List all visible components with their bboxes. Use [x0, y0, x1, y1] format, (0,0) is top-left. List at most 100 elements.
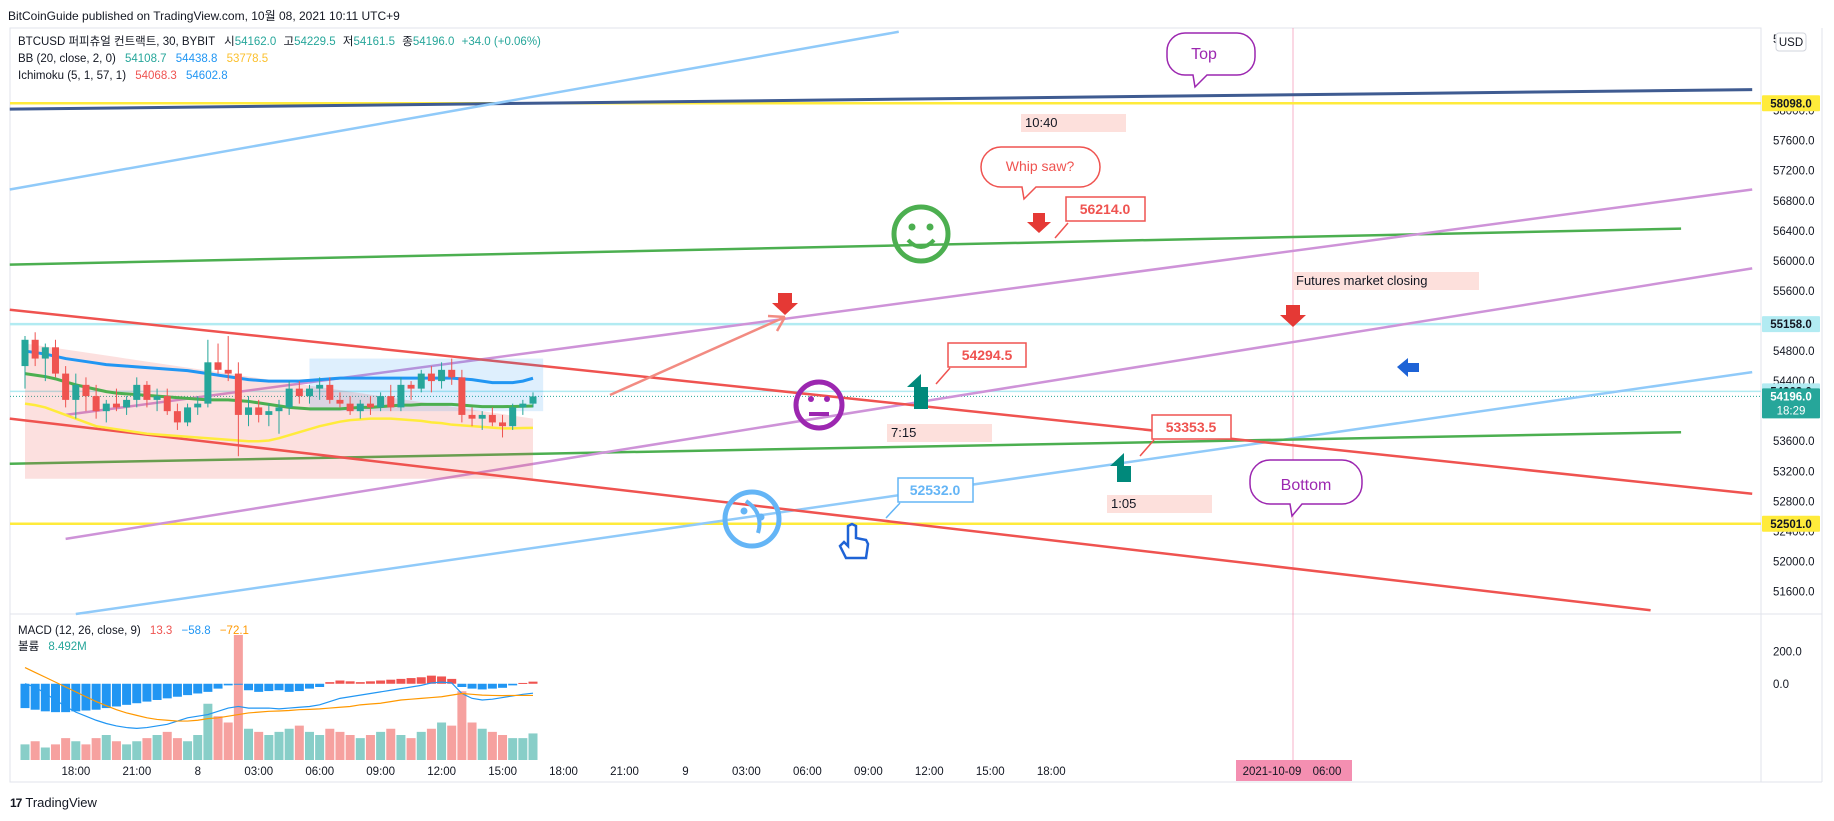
svg-text:54294.5: 54294.5 — [962, 347, 1013, 363]
candle — [265, 403, 273, 427]
macd-histogram-bar — [223, 683, 233, 686]
candle-body — [143, 384, 151, 400]
macd-histogram-bar — [518, 682, 528, 684]
currency-badge[interactable]: USD — [1775, 32, 1807, 52]
macd-line — [24, 681, 534, 729]
macd-axis[interactable]: 200.0 0.0 — [1773, 646, 1802, 690]
candle-body — [153, 396, 161, 400]
candle — [366, 396, 374, 415]
price-badge-countdown: 18:29 — [1777, 405, 1806, 417]
svg-text:Futures market closing: Futures market closing — [1296, 273, 1428, 288]
tradingview-footer[interactable]: 17 TradingView — [10, 795, 97, 810]
macd-histogram-bar — [304, 683, 314, 689]
macd-histogram-bar — [355, 682, 365, 684]
arrow-down-icon[interactable] — [1280, 305, 1306, 327]
projection-arrow[interactable] — [609, 314, 787, 397]
macd-signal-line — [24, 666, 533, 722]
time-label-1-05[interactable]: 1:05 — [1107, 495, 1212, 513]
candle — [397, 377, 405, 412]
candle — [529, 392, 537, 408]
macd-histogram-bar — [244, 683, 254, 691]
callout-bottom[interactable]: Bottom — [1249, 459, 1363, 518]
macd-histogram-bar — [111, 683, 121, 707]
svg-text:53353.5: 53353.5 — [1166, 419, 1217, 435]
price-note-53353[interactable]: 53353.5 — [1139, 414, 1232, 457]
price-tick-label: 55600.0 — [1773, 286, 1815, 298]
price-note-54294[interactable]: 54294.5 — [935, 342, 1027, 385]
macd-histogram-bar — [162, 683, 172, 699]
candle-body — [377, 396, 385, 408]
price-badge-bg — [1762, 95, 1820, 112]
candle — [305, 384, 313, 404]
candle-body — [305, 388, 313, 397]
time-axis[interactable]: 18:00 21:00 8 03:00 06:00 09:00 12:00 15:00 18:0… — [61, 766, 1065, 778]
macd-histogram-bar — [325, 682, 335, 684]
legend-ichimoku: Ichimoku (5, 1, 57, 1) 54068.3 54602.8 — [18, 70, 228, 82]
macd-histogram-bar — [335, 680, 345, 684]
candle — [72, 373, 80, 419]
time-tick-label: 09:00 — [854, 766, 883, 778]
volume-bar — [325, 728, 335, 760]
macd-histogram-bar — [61, 683, 71, 713]
candle — [92, 384, 100, 419]
note-futures-market-closing[interactable]: Futures market closing — [1293, 272, 1479, 290]
arrow-down-icon[interactable] — [1027, 213, 1051, 233]
volume-bar — [233, 635, 243, 760]
candle-body — [21, 339, 29, 367]
volume-bar — [487, 731, 497, 760]
trendline-green-upper — [9, 227, 1682, 266]
candle-body — [509, 407, 517, 427]
bb-lower-line — [24, 402, 534, 443]
candle — [41, 343, 49, 382]
price-tick-label: 56000.0 — [1773, 256, 1815, 268]
pointing-hand-icon[interactable] — [838, 522, 870, 560]
volume-bar — [406, 738, 416, 760]
macd-histogram-bar — [508, 683, 518, 686]
legend: BTCUSD 퍼피츄얼 컨트랙트, 30, BYBIT 시54162.0 고54… — [18, 34, 541, 653]
price-note-52532[interactable]: 52532.0 — [885, 477, 974, 519]
time-label-10-40[interactable]: 10:40 — [1021, 114, 1126, 132]
candle — [488, 407, 496, 427]
arrow-up-icon[interactable] — [907, 374, 928, 409]
candle-body — [102, 403, 110, 412]
macd-histogram-bar — [365, 681, 375, 684]
volume-bar — [244, 728, 254, 760]
volume-bar — [40, 747, 50, 760]
macd-histogram-bar — [467, 683, 477, 689]
trendline-blue-upper — [9, 30, 899, 191]
price-note-56214[interactable]: 56214.0 — [1054, 196, 1146, 239]
candle — [234, 362, 242, 457]
price-badge-value: 54196.0 — [1770, 391, 1812, 403]
candle-body — [255, 407, 263, 415]
time-tick-label: 12:00 — [427, 766, 456, 778]
candle-body — [427, 373, 435, 382]
arrow-left-icon[interactable] — [1397, 358, 1419, 377]
candle — [285, 381, 293, 415]
candle — [295, 381, 303, 404]
arrow-down-icon[interactable] — [772, 293, 798, 315]
candle-body — [387, 396, 395, 408]
time-label-7-15[interactable]: 7:15 — [887, 424, 992, 442]
volume-bar — [335, 731, 345, 760]
candle — [448, 358, 456, 385]
sad-face-icon[interactable] — [722, 489, 782, 549]
volume-bar — [50, 744, 60, 760]
candle — [275, 399, 283, 434]
macd-histogram-bar — [284, 683, 294, 692]
volume-bar — [81, 744, 91, 760]
smiley-face-icon[interactable] — [891, 204, 951, 264]
macd-histogram-bar — [91, 683, 101, 710]
candle-body — [346, 403, 354, 412]
drawing-annotations[interactable]: Top Whip saw? Bottom 56214.0 54294.5 533… — [609, 32, 1479, 560]
arrow-up-icon[interactable] — [1110, 453, 1131, 482]
callout-whip-saw[interactable]: Whip saw? — [980, 146, 1101, 201]
volume-bar — [294, 725, 304, 760]
neutral-face-icon[interactable] — [793, 379, 845, 431]
callout-top[interactable]: Top — [1166, 32, 1256, 89]
candle — [51, 339, 59, 378]
volume-bar — [437, 722, 447, 760]
candle-body — [204, 362, 212, 404]
price-badge: 58098.0 — [1762, 95, 1820, 112]
volume-bar — [254, 731, 264, 760]
